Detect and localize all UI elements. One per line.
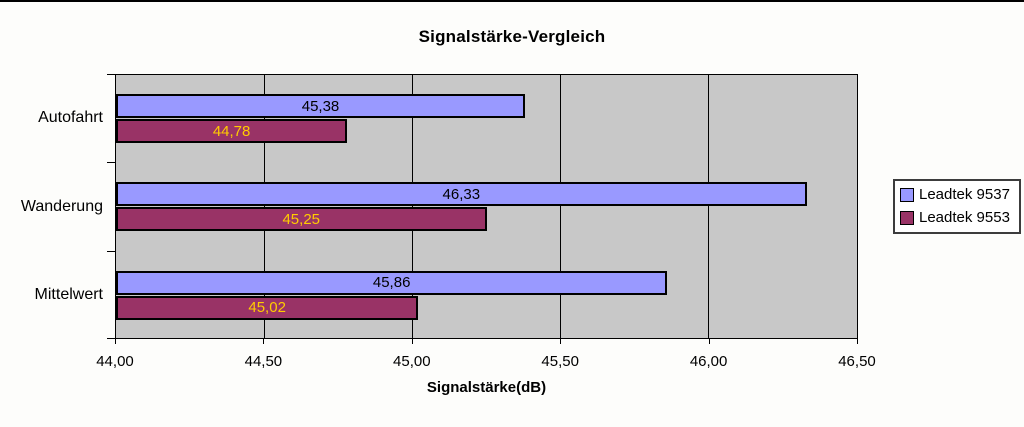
x-tick-label: 44,00	[96, 353, 134, 370]
legend-color-swatch	[900, 211, 914, 225]
bar-value-label: 45,86	[372, 274, 411, 292]
x-tick-label: 46,00	[689, 353, 728, 370]
x-tick-label: 44,50	[244, 353, 283, 370]
bar-value-label: 45,38	[301, 97, 340, 115]
category-label: Mittelwert	[34, 285, 103, 303]
legend-label: Leadtek 9553	[919, 209, 1010, 226]
bar-value-label: 46,33	[442, 185, 481, 203]
legend-item: Leadtek 9537	[900, 186, 1014, 203]
y-axis-tick	[107, 162, 115, 163]
series-2-bar: 45,02	[116, 295, 419, 320]
x-axis-tick	[560, 339, 562, 344]
category-label: Autofahrt	[38, 109, 103, 127]
x-axis-title: Signalstärke(dB)	[426, 379, 547, 396]
x-tick-label: 45,00	[393, 353, 431, 370]
legend-item: Leadtek 9553	[900, 209, 1014, 226]
plot-area: 45,38 44,78 46,33 45,25 45,86 45,02	[115, 74, 858, 339]
x-axis-tick	[708, 339, 710, 344]
gridline	[263, 75, 265, 338]
series-1-bar: 45,86	[116, 270, 668, 295]
x-axis-tick	[263, 339, 265, 344]
x-axis-tick	[115, 339, 116, 344]
series-2-bar: 45,25	[116, 207, 487, 232]
series-2-bar: 44,78	[116, 119, 348, 143]
series-1-bar: 46,33	[116, 182, 807, 207]
series-1-bar: 45,38	[116, 94, 526, 118]
category-label: Wanderung	[20, 197, 103, 215]
legend: Leadtek 9537 Leadtek 9553	[893, 179, 1021, 234]
x-tick-label: 46,50	[838, 353, 876, 370]
legend-color-swatch	[900, 188, 914, 202]
bar-value-label: 45,02	[248, 299, 286, 317]
bar-value-label: 44,78	[212, 122, 251, 140]
y-axis-tick	[107, 251, 115, 252]
y-axis-tick	[107, 338, 115, 339]
x-axis-tick	[411, 339, 413, 344]
x-axis-tick	[857, 339, 858, 344]
gridline	[560, 75, 562, 338]
y-axis-tick	[107, 74, 115, 75]
gridline	[411, 75, 413, 338]
chart-title: Signalstärke-Vergleich	[418, 27, 606, 46]
bar-value-label: 45,25	[282, 210, 321, 228]
gridline	[708, 75, 710, 338]
x-tick-label: 45,50	[541, 353, 579, 370]
legend-label: Leadtek 9537	[919, 186, 1010, 203]
